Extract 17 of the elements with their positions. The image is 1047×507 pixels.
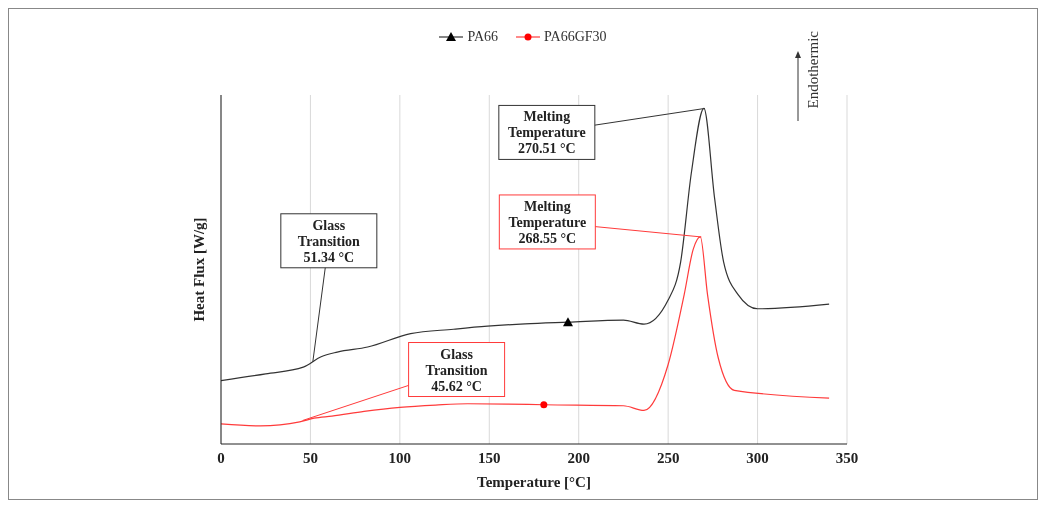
x-tick-label: 300 <box>746 449 769 466</box>
x-tick-label: 50 <box>302 449 318 466</box>
annotation: Glass Transition 45.62 °C <box>425 346 488 394</box>
y-axis-title: Heat Flux [W/g] <box>191 217 208 322</box>
annotation: Melting Temperature 268.55 °C <box>508 198 587 246</box>
x-tick-label: 0 <box>217 449 225 466</box>
x-tick-label: 100 <box>388 449 412 466</box>
x-tick-label: 200 <box>567 449 590 466</box>
x-tick-label: 150 <box>478 449 501 466</box>
legend-label: PA66 <box>467 29 499 45</box>
x-axis-title: Temperature [°C] <box>477 473 591 490</box>
annotation: Melting Temperature 270.51 °C <box>507 109 586 157</box>
x-tick-label: 250 <box>656 449 680 466</box>
annotation: Glass Transition 51.34 °C <box>297 217 361 265</box>
legend-label: PA66GF30 <box>544 29 607 45</box>
annotation: Endothermic <box>805 31 822 109</box>
x-tick-label: 350 <box>835 449 859 466</box>
